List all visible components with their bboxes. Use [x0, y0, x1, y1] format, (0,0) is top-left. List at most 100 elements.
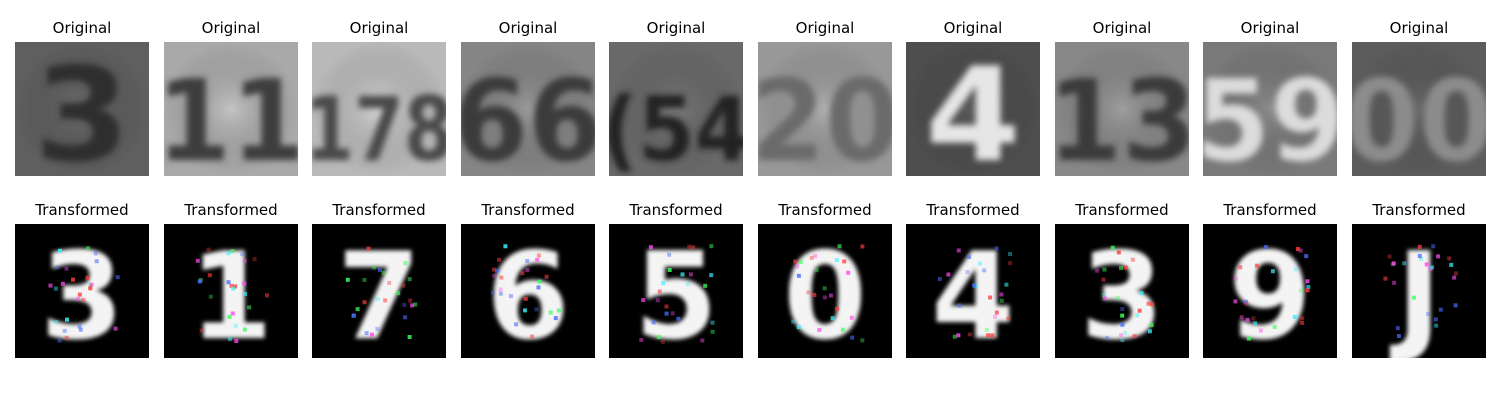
noise-speckle [226, 251, 231, 256]
noise-speckle [523, 308, 527, 313]
noise-speckle [243, 291, 247, 296]
noise-speckle [227, 314, 232, 319]
noise-speckle [795, 264, 800, 269]
noise-speckle [86, 246, 90, 251]
noise-speckle [1120, 307, 1125, 311]
noise-speckle [1304, 254, 1309, 259]
noise-speckle [849, 315, 854, 320]
panel-title: Transformed [1372, 201, 1466, 219]
svhn-digit-4-image: 4 [906, 42, 1040, 176]
digit-glyph: 00 [1352, 57, 1486, 176]
noise-speckle [1238, 265, 1243, 270]
noise-speckle [1411, 295, 1416, 300]
noise-speckle [265, 293, 269, 298]
noise-speckle [396, 291, 401, 296]
noise-speckle [796, 325, 801, 330]
digit-glyph: 5 [634, 228, 718, 358]
noise-speckle [850, 335, 855, 340]
noise-speckle [1245, 317, 1250, 322]
noise-speckle [1139, 291, 1144, 296]
panel-original-4: Original 66 [461, 0, 595, 400]
noise-speckle [999, 298, 1004, 303]
noise-speckle [78, 327, 83, 332]
panel-transformed-9: Transformed 9 [1203, 0, 1337, 400]
noise-speckle [860, 338, 865, 343]
noise-speckle [401, 283, 406, 288]
noise-speckle [988, 295, 993, 300]
svhn-digit-66-image-svg: 66 [461, 42, 595, 176]
panel-title: Original [943, 19, 1003, 37]
noise-speckle [234, 339, 239, 343]
noise-speckle [809, 255, 814, 260]
noise-speckle [71, 277, 75, 282]
noise-speckle [1137, 308, 1142, 313]
image-vignette [461, 42, 595, 176]
image-vignette [312, 42, 446, 176]
noise-speckle [1264, 245, 1268, 250]
noise-speckle [230, 311, 235, 316]
svhn-digit-54-image-svg: (54 [609, 42, 743, 176]
panel-title: Transformed [184, 201, 278, 219]
noise-speckle [525, 259, 530, 263]
noise-speckle [366, 246, 371, 251]
noise-speckle [503, 244, 508, 249]
panel-title: Original [349, 19, 409, 37]
noise-speckle [1119, 266, 1123, 271]
noise-speckle [1392, 280, 1397, 285]
panel-original-9: Original 59 [1203, 0, 1337, 400]
panel-title: Original [1389, 19, 1449, 37]
noise-speckle [1149, 323, 1154, 328]
noise-speckle [410, 303, 415, 308]
noise-speckle [1391, 261, 1396, 266]
transformed-digit-j-image: J [1352, 224, 1486, 358]
noise-speckle [492, 273, 497, 278]
noise-speckle [999, 292, 1004, 297]
noise-speckle [1453, 303, 1458, 308]
noise-speckle [661, 281, 666, 286]
noise-speckle [403, 315, 408, 320]
noise-speckle [195, 258, 200, 263]
noise-speckle [1395, 326, 1400, 331]
noise-speckle [491, 290, 495, 295]
noise-speckle [497, 257, 501, 262]
transformed-digit-5-image-svg: 5 [609, 224, 743, 358]
image-vignette [1055, 42, 1189, 176]
panel-title: Transformed [1223, 201, 1317, 219]
noise-speckle [956, 333, 961, 338]
panel-original-5: Original (54 [609, 0, 743, 400]
noise-speckle [806, 290, 811, 295]
noise-speckle [703, 283, 708, 288]
noise-speckle [242, 327, 247, 332]
noise-speckle [206, 247, 211, 252]
noise-speckle [534, 307, 539, 312]
noise-speckle [1254, 263, 1259, 268]
noise-speckle [965, 270, 970, 274]
digit-glyph: 178 [312, 78, 446, 176]
noise-speckle [509, 294, 513, 299]
noise-speckle [530, 334, 535, 339]
noise-speckle [85, 275, 90, 280]
transformed-digit-3-image: 3 [15, 224, 149, 358]
image-vignette [164, 42, 298, 176]
noise-speckle [57, 338, 62, 343]
noise-speckle [48, 283, 53, 288]
noise-speckle [53, 286, 58, 291]
svhn-digit-66-image: 66 [461, 42, 595, 176]
image-vignette [1352, 42, 1486, 176]
noise-speckle [197, 279, 202, 284]
noise-speckle [1243, 299, 1248, 304]
noise-speckle [967, 255, 971, 259]
panel-original-3: Original 178 [312, 0, 446, 400]
svhn-digit-4-image-svg: 4 [906, 42, 1040, 176]
noise-speckle [937, 277, 942, 281]
noise-speckle [1101, 277, 1106, 282]
noise-speckle [1146, 301, 1151, 306]
noise-speckle [993, 314, 998, 319]
noise-speckle [822, 286, 827, 291]
noise-speckle [814, 268, 819, 273]
noise-speckle [1306, 285, 1311, 289]
panel-title: Transformed [481, 201, 575, 219]
noise-speckle [351, 313, 356, 318]
noise-speckle [710, 320, 715, 325]
noise-speckle [383, 298, 388, 303]
